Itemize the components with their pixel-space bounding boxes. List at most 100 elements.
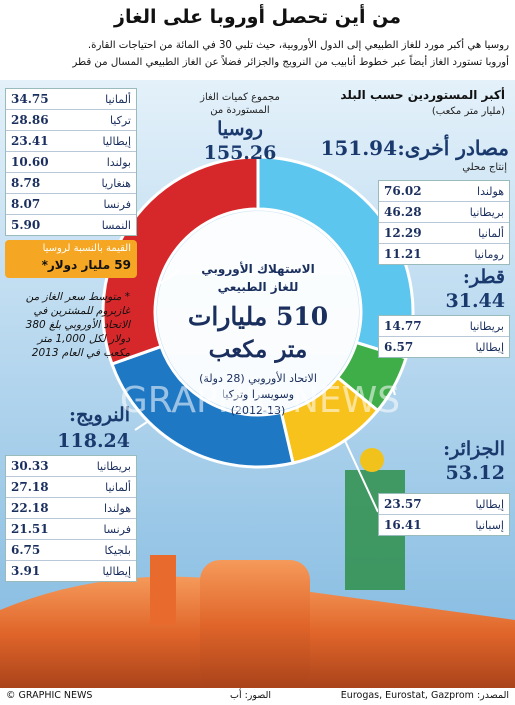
country-value: 23.57 bbox=[384, 497, 422, 511]
table-row: هولندا 76.02 bbox=[379, 181, 509, 202]
table-row: بريطانيا 30.33 bbox=[6, 456, 136, 477]
table-row: هولندا 22.18 bbox=[6, 498, 136, 519]
table-row: ألمانيا 27.18 bbox=[6, 477, 136, 498]
table-row: ألمانيا 34.75 bbox=[6, 89, 136, 110]
value-box: القيمة بالنسبة لروسيا 59 مليار دولار* bbox=[5, 240, 137, 278]
country: ألمانيا bbox=[105, 92, 131, 106]
country: بريطانيا bbox=[469, 205, 504, 219]
table-row: النمسا 5.90 bbox=[6, 215, 136, 235]
table-row: هنغاريا 8.78 bbox=[6, 173, 136, 194]
table-row: فرنسا 8.07 bbox=[6, 194, 136, 215]
center-text: وسويسرا وتركيا bbox=[221, 388, 295, 401]
country: هولندا bbox=[104, 501, 131, 515]
table-row: بولندا 10.60 bbox=[6, 152, 136, 173]
country: هولندا bbox=[477, 184, 504, 198]
russia-caption: مجموع كميات الغاز bbox=[200, 92, 280, 103]
country: بولندا bbox=[106, 155, 131, 169]
country: بريطانيا bbox=[96, 459, 131, 473]
country-value: 22.18 bbox=[11, 501, 49, 515]
segment-value: 155.26 bbox=[203, 142, 277, 164]
country: إسبانيا bbox=[475, 518, 504, 532]
country: بريطانيا bbox=[469, 319, 504, 333]
donut-center bbox=[157, 211, 359, 413]
table-row: إيطاليا 23.57 bbox=[379, 494, 509, 515]
country: تركيا bbox=[109, 113, 131, 127]
footer-source: المصدر: Eurogas, Eurostat, Gazprom bbox=[340, 690, 509, 701]
country-value: 34.75 bbox=[11, 92, 49, 106]
table-row: إيطاليا 6.57 bbox=[379, 337, 509, 357]
importer-table: إيطاليا 23.57 إسبانيا 16.41 bbox=[378, 493, 510, 536]
center-text: متر مكعب bbox=[208, 336, 308, 363]
country-value: 46.28 bbox=[384, 205, 422, 219]
segment-label: النرويج: bbox=[68, 404, 130, 426]
country-value: 76.02 bbox=[384, 184, 422, 198]
value-box-text: 59 مليار دولار* bbox=[41, 258, 131, 272]
country: إيطاليا bbox=[102, 134, 131, 148]
leader-line bbox=[339, 429, 379, 513]
watermark: GRAPHIC NEWS bbox=[119, 380, 401, 421]
table-row: رومانيا 11.21 bbox=[379, 244, 509, 264]
footer-bg bbox=[0, 688, 515, 705]
segment-value: 53.12 bbox=[445, 462, 506, 484]
segment-label: روسيا bbox=[217, 118, 263, 140]
legend-title: أكبر المستوردين حسب البلد bbox=[340, 88, 505, 102]
country: النمسا bbox=[101, 218, 131, 232]
country: رومانيا bbox=[474, 247, 504, 261]
table-row: بريطانيا 14.77 bbox=[379, 316, 509, 337]
table-row: فرنسا 21.51 bbox=[6, 519, 136, 540]
table-row: ألمانيا 12.29 bbox=[379, 223, 509, 244]
center-text: (2012-13) bbox=[230, 404, 286, 417]
center-text: الاستهلاك الأوروبي bbox=[201, 262, 315, 276]
title: من أين تحصل أوروبا على الغاز bbox=[114, 6, 401, 28]
country-value: 3.91 bbox=[11, 564, 41, 578]
country: ألمانيا bbox=[478, 226, 504, 240]
country-value: 27.18 bbox=[11, 480, 49, 494]
country-value: 23.41 bbox=[11, 134, 49, 148]
header-bg bbox=[0, 0, 515, 80]
table-row: إيطاليا 3.91 bbox=[6, 561, 136, 581]
country-value: 21.51 bbox=[11, 522, 49, 536]
segment-value: 118.24 bbox=[57, 430, 130, 452]
importer-table: ألمانيا 34.75 تركيا 28.86 إيطاليا 23.41 بولندا… bbox=[5, 88, 137, 236]
pipe-flange bbox=[200, 560, 310, 690]
country-value: 5.90 bbox=[11, 218, 41, 232]
footer-credit: © GRAPHIC NEWS bbox=[6, 690, 93, 701]
valve bbox=[150, 555, 176, 625]
country: إيطاليا bbox=[102, 564, 131, 578]
importer-table: هولندا 76.02 بريطانيا 46.28 ألمانيا 12.29 روما… bbox=[378, 180, 510, 265]
country-value: 12.29 bbox=[384, 226, 422, 240]
country: هنغاريا bbox=[101, 176, 131, 190]
subtitle: أوروبا تستورد الغاز أيضاً عبر خطوط أنابي… bbox=[72, 57, 509, 68]
table-row: إسبانيا 16.41 bbox=[379, 515, 509, 535]
russia-caption: المستوردة من bbox=[210, 105, 270, 116]
country-value: 28.86 bbox=[11, 113, 49, 127]
center-text: 510 مليارات bbox=[187, 302, 329, 331]
segment-label: الجزائر: bbox=[443, 438, 505, 460]
importer-table: بريطانيا 14.77 إيطاليا 6.57 bbox=[378, 315, 510, 358]
country: إيطاليا bbox=[475, 340, 504, 354]
country-value: 10.60 bbox=[11, 155, 49, 169]
table-row: بلجيكا 6.75 bbox=[6, 540, 136, 561]
country: بلجيكا bbox=[104, 543, 131, 557]
center-text: الاتحاد الأوروبي (28 دولة) bbox=[199, 372, 317, 385]
subtitle: روسيا هي أكبر مورد للغاز الطبيعي إلى الد… bbox=[87, 40, 509, 51]
legend-unit: (مليار متر مكعب) bbox=[431, 106, 505, 117]
helmet bbox=[360, 448, 384, 472]
country: فرنسا bbox=[103, 197, 131, 211]
table-row: إيطاليا 23.41 bbox=[6, 131, 136, 152]
country: فرنسا bbox=[103, 522, 131, 536]
table-row: بريطانيا 46.28 bbox=[379, 202, 509, 223]
country: ألمانيا bbox=[105, 480, 131, 494]
country-value: 6.57 bbox=[384, 340, 414, 354]
local-production: إنتاج محلي bbox=[462, 162, 507, 173]
country-value: 8.07 bbox=[11, 197, 41, 211]
center-text: للغاز الطبيعي bbox=[217, 280, 299, 294]
segment-label: مصادر أخرى: bbox=[397, 136, 509, 160]
value-box-text: القيمة بالنسبة لروسيا bbox=[42, 243, 131, 254]
table-row: تركيا 28.86 bbox=[6, 110, 136, 131]
segment-label: قطر: bbox=[462, 266, 505, 288]
segment-value: 31.44 bbox=[445, 290, 506, 312]
segment-value: 151.94 bbox=[320, 136, 397, 160]
